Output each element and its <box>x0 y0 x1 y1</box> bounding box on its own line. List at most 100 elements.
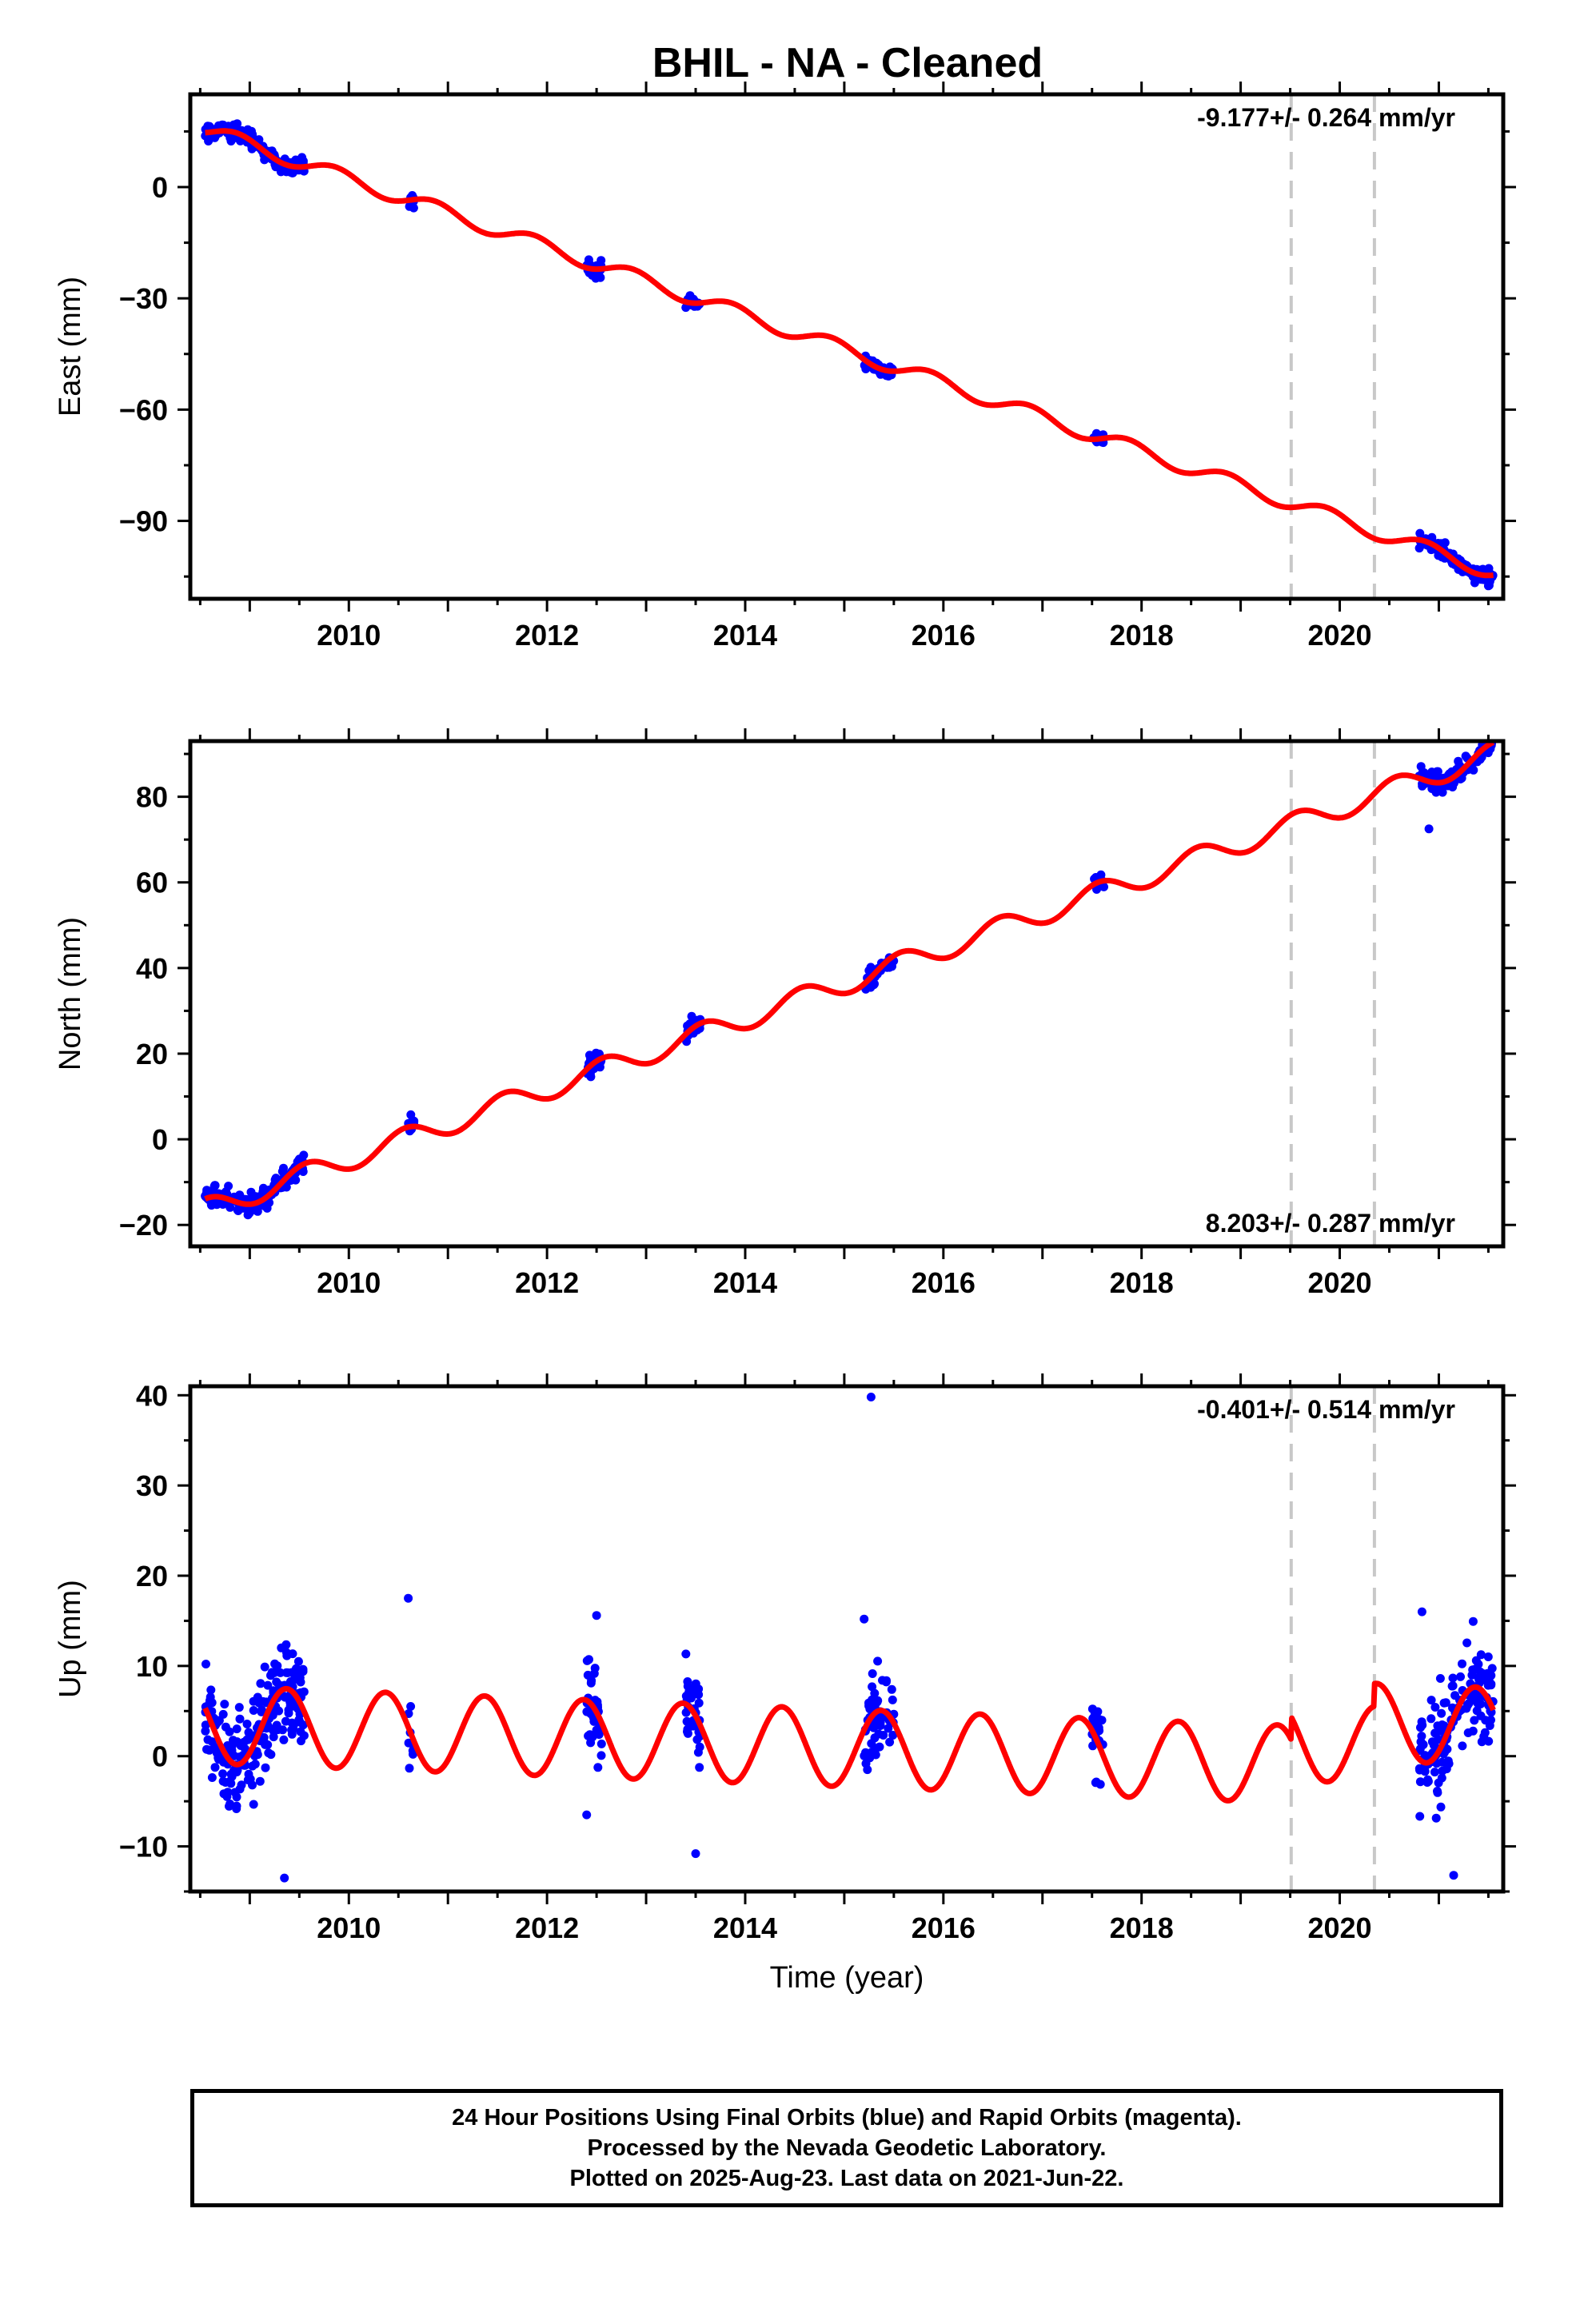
up-data-point-343 <box>867 1739 876 1748</box>
up-data-point-481 <box>1486 1708 1496 1717</box>
up-data-point-529 <box>1468 1726 1478 1736</box>
up-data-point-356 <box>873 1656 883 1666</box>
up-ytick-label-5: 40 <box>136 1379 168 1412</box>
up-data-point-43 <box>269 1732 278 1742</box>
up-data-point-534 <box>404 1593 413 1603</box>
up-data-point-381 <box>1088 1714 1098 1724</box>
up-data-point-143 <box>243 1735 253 1744</box>
up-data-point-307 <box>868 1669 877 1678</box>
north-data-point-270 <box>1099 882 1108 891</box>
north-model-line <box>203 741 1495 1207</box>
up-data-point-205 <box>295 1717 305 1727</box>
up-data-point-59 <box>256 1679 265 1688</box>
up-data-point-142 <box>213 1752 223 1761</box>
up-data-point-280 <box>694 1698 704 1708</box>
up-data-point-504 <box>1472 1706 1482 1716</box>
up-data-point-0 <box>206 1685 216 1695</box>
up-data-point-350 <box>863 1765 872 1775</box>
north-ytick-label-3: 40 <box>136 952 168 985</box>
up-xtick-label-1: 2012 <box>515 1911 579 1944</box>
up-data-point-157 <box>267 1668 277 1677</box>
up-data-point-173 <box>245 1774 255 1784</box>
up-data-point-203 <box>205 1699 214 1708</box>
north-data-point-369 <box>1431 787 1441 797</box>
up-data-point-528 <box>1487 1664 1497 1673</box>
up-data-point-305 <box>860 1751 869 1760</box>
up-data-point-40 <box>201 1720 210 1730</box>
east-xtick-label-5: 2020 <box>1307 619 1371 652</box>
up-data-point-159 <box>257 1705 266 1715</box>
up-data-point-540 <box>582 1810 592 1820</box>
north-data-point-377 <box>1428 771 1438 780</box>
up-data-point-232 <box>596 1751 606 1760</box>
up-data-point-512 <box>1430 1768 1439 1777</box>
up-data-point-424 <box>1458 1741 1467 1751</box>
north-data-point-108 <box>279 1163 288 1173</box>
up-data-point-498 <box>1442 1764 1451 1774</box>
north-data-point-164 <box>406 1110 416 1119</box>
up-data-point-235 <box>596 1739 606 1748</box>
up-data-point-346 <box>875 1742 884 1752</box>
up-data-point-206 <box>285 1700 295 1710</box>
up-data-point-217 <box>299 1731 309 1740</box>
up-data-point-506 <box>1448 1673 1458 1683</box>
up-xtick-label-2: 2014 <box>713 1911 777 1944</box>
footer-box: 24 Hour Positions Using Final Orbits (bl… <box>190 2089 1503 2207</box>
up-data-point-190 <box>232 1804 241 1813</box>
up-data-point-530 <box>1433 1788 1442 1797</box>
up-rate-label: -0.401+/- 0.514 mm/yr <box>1197 1395 1455 1424</box>
up-data-point-461 <box>1486 1716 1495 1724</box>
up-data-point-539 <box>280 1873 289 1883</box>
up-data-point-456 <box>1484 1736 1494 1746</box>
up-data-point-480 <box>1441 1698 1450 1708</box>
up-data-point-459 <box>1480 1728 1490 1737</box>
up-data-point-279 <box>693 1748 703 1757</box>
up-data-point-309 <box>888 1731 898 1740</box>
north-data-point-122 <box>210 1181 220 1190</box>
north-ytick-label-2: 20 <box>136 1038 168 1070</box>
up-ytick-label-1: 0 <box>152 1740 168 1773</box>
east-data-point-155 <box>204 137 213 145</box>
north-data-point-257 <box>888 962 896 971</box>
panel-east: 2010 2012 2014 2016 2018 2020 −90 −60 −30 0 East (… <box>54 82 1516 652</box>
east-data-point-137 <box>203 122 213 131</box>
up-data-point-144 <box>225 1727 234 1736</box>
up-data-point-76 <box>234 1703 244 1712</box>
up-data-point-440 <box>1415 1777 1425 1787</box>
up-ytick-label-2: 10 <box>136 1650 168 1683</box>
north-data-point-246 <box>864 966 874 975</box>
up-data-point-515 <box>1486 1680 1496 1690</box>
east-xtick-label-1: 2012 <box>515 619 579 652</box>
east-data-point-380 <box>1483 581 1493 591</box>
panel-up: 2010 2012 2014 2016 2018 2020 −10 0 10 20 30 40 Up (… <box>54 1373 1516 1995</box>
up-data-point-436 <box>1477 1737 1486 1747</box>
up-data-point-520 <box>1427 1737 1437 1747</box>
up-data-point-518 <box>1456 1672 1465 1681</box>
up-data-point-292 <box>681 1649 691 1659</box>
up-data-point-180 <box>230 1768 240 1777</box>
east-ytick-label-0: −90 <box>119 505 168 538</box>
up-data-point-474 <box>1423 1776 1433 1786</box>
up-data-point-521 <box>1420 1764 1429 1774</box>
up-data-point-318 <box>885 1737 895 1747</box>
up-data-point-509 <box>1415 1744 1425 1754</box>
up-data-point-404 <box>1470 1664 1479 1674</box>
up-data-point-347 <box>874 1729 884 1739</box>
up-data-point-494 <box>1436 1802 1446 1812</box>
up-data-point-204 <box>280 1692 289 1701</box>
up-data-point-12 <box>266 1750 276 1760</box>
east-ylabel: East (mm) <box>54 277 87 417</box>
up-data-point-322 <box>884 1724 893 1733</box>
up-data-point-255 <box>584 1731 593 1740</box>
up-data-point-503 <box>1448 1681 1458 1691</box>
up-data-point-130 <box>281 1716 290 1726</box>
east-xtick-label-3: 2016 <box>912 619 976 652</box>
up-data-point-533 <box>866 1393 876 1401</box>
up-data-point-394 <box>1430 1703 1440 1712</box>
up-data-point-295 <box>695 1763 704 1772</box>
north-data-point-143 <box>202 1186 212 1195</box>
up-data-point-353 <box>876 1717 885 1727</box>
north-data-point-376 <box>1418 767 1427 777</box>
up-data-point-65 <box>249 1706 258 1715</box>
east-xtick-label-2: 2014 <box>713 619 777 652</box>
